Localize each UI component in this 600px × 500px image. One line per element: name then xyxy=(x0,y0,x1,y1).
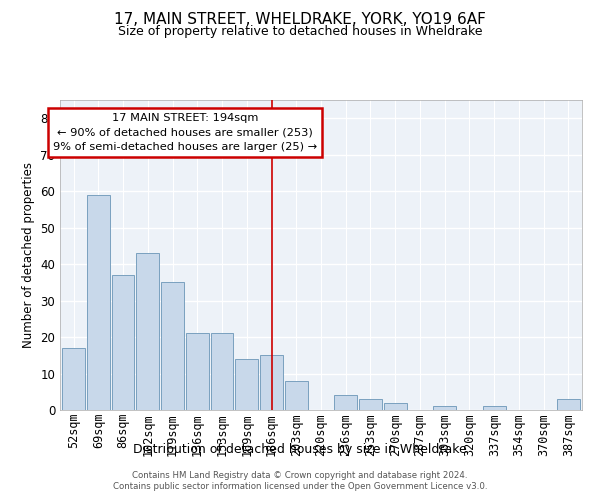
Bar xyxy=(211,334,233,410)
Bar xyxy=(359,399,382,410)
Bar xyxy=(186,334,209,410)
Bar xyxy=(87,195,110,410)
Bar xyxy=(136,253,159,410)
Bar xyxy=(112,275,134,410)
Y-axis label: Number of detached properties: Number of detached properties xyxy=(22,162,35,348)
Text: Distribution of detached houses by size in Wheldrake: Distribution of detached houses by size … xyxy=(133,442,467,456)
Bar xyxy=(285,381,308,410)
Bar xyxy=(260,356,283,410)
Bar xyxy=(483,406,506,410)
Bar xyxy=(557,399,580,410)
Bar xyxy=(161,282,184,410)
Bar xyxy=(384,402,407,410)
Bar xyxy=(235,359,258,410)
Text: Size of property relative to detached houses in Wheldrake: Size of property relative to detached ho… xyxy=(118,25,482,38)
Text: 17 MAIN STREET: 194sqm
← 90% of detached houses are smaller (253)
9% of semi-det: 17 MAIN STREET: 194sqm ← 90% of detached… xyxy=(53,114,317,152)
Text: 17, MAIN STREET, WHELDRAKE, YORK, YO19 6AF: 17, MAIN STREET, WHELDRAKE, YORK, YO19 6… xyxy=(114,12,486,28)
Text: Contains public sector information licensed under the Open Government Licence v3: Contains public sector information licen… xyxy=(113,482,487,491)
Text: Contains HM Land Registry data © Crown copyright and database right 2024.: Contains HM Land Registry data © Crown c… xyxy=(132,471,468,480)
Bar xyxy=(433,406,456,410)
Bar xyxy=(334,396,357,410)
Bar xyxy=(62,348,85,410)
